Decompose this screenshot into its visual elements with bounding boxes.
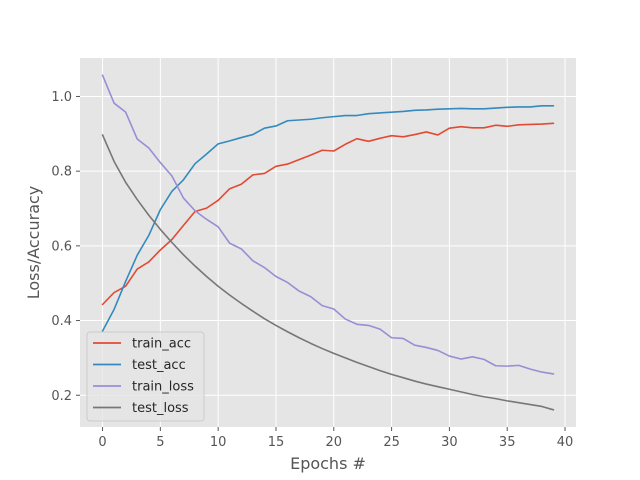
legend: train_acc test_acc train_loss test_loss — [86, 331, 205, 422]
y-tick-label: 0.8 — [51, 165, 72, 180]
legend-box — [86, 331, 205, 422]
legend-label: test_acc — [132, 358, 186, 373]
x-tick-label: 20 — [326, 435, 343, 450]
series-line-test-loss — [101, 134, 555, 411]
series-lines — [101, 74, 555, 411]
x-tick-label: 15 — [268, 435, 285, 450]
y-tick-label: 0.6 — [51, 239, 72, 254]
y-axis-label: Loss/Accuracy — [24, 186, 43, 300]
legend-label: train_loss — [132, 380, 194, 395]
series-line-train-loss — [101, 74, 555, 375]
x-axis-label: Epochs # — [290, 454, 366, 473]
x-tick-label: 10 — [210, 435, 227, 450]
x-tick-label: 30 — [441, 435, 458, 450]
x-tick-label: 25 — [383, 435, 400, 450]
series-line-train-acc — [101, 122, 555, 306]
x-tick-label: 5 — [156, 435, 164, 450]
legend-label: train_acc — [132, 337, 191, 352]
axis-ticks: 0 5 10 15 20 25 30 35 40 0.2 0.4 0.6 0.8 1.0 — [51, 90, 573, 450]
legend-label: test_loss — [132, 401, 189, 416]
y-tick-label: 0.4 — [51, 314, 72, 329]
y-tick-label: 0.2 — [51, 389, 72, 404]
x-tick-label: 0 — [98, 435, 106, 450]
x-tick-label: 40 — [557, 435, 574, 450]
x-tick-label: 35 — [499, 435, 516, 450]
y-tick-label: 1.0 — [51, 90, 72, 105]
